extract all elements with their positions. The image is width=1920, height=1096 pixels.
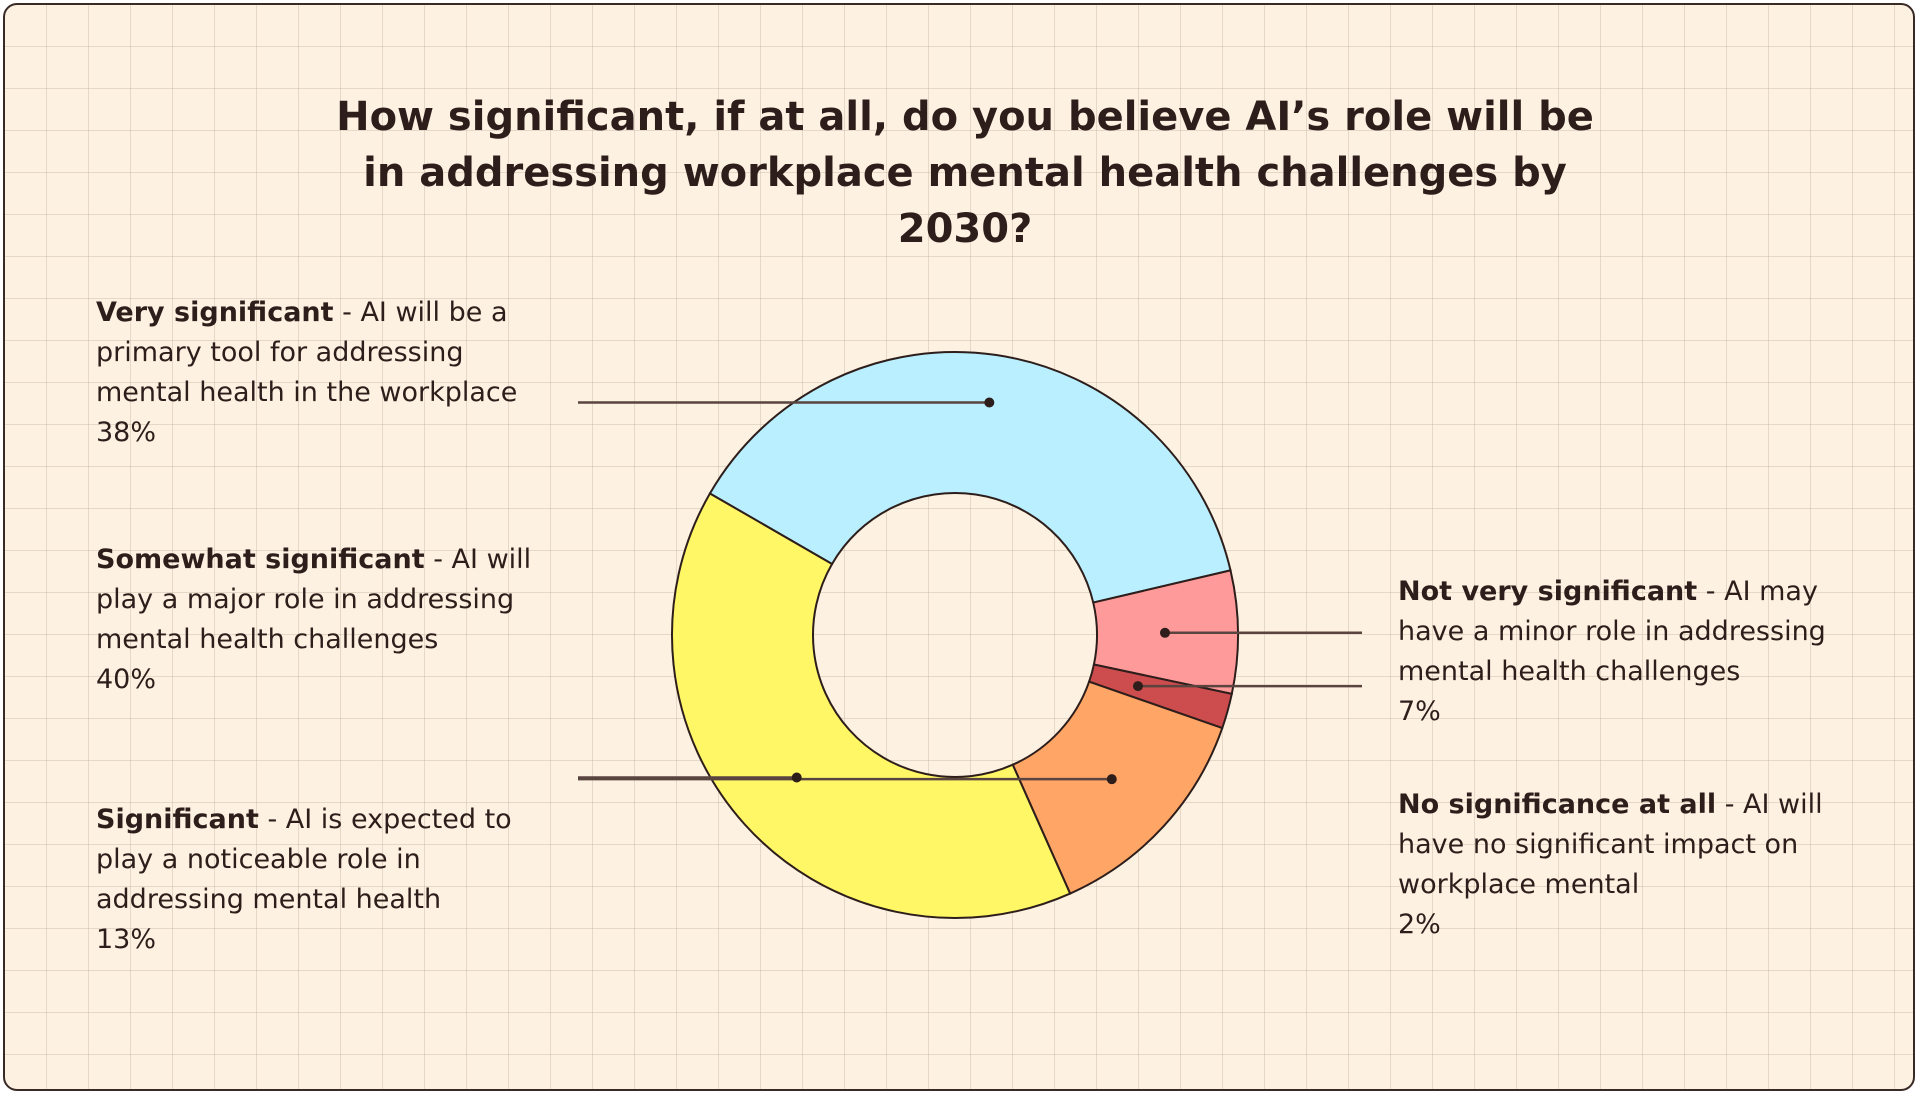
leader-dot [791, 772, 802, 783]
leader-dot [1133, 681, 1144, 692]
donut-chart [578, 351, 1362, 919]
label-somewhat-significant: Somewhat significant - AI will play a ma… [96, 540, 556, 700]
slice-very-significant [708, 351, 1232, 604]
percent-value: 13% [96, 924, 157, 955]
category-description: - AI is expected to play a noticeable ro… [96, 804, 512, 915]
leader-dot [1159, 627, 1170, 638]
label-no-significance: No significance at all - AI will have no… [1398, 785, 1868, 945]
category-name: Significant [96, 804, 259, 835]
percent-value: 7% [1398, 696, 1441, 727]
label-very-significant: Very significant - AI will be a primary … [96, 293, 556, 453]
chart-title: How significant, if at all, do you belie… [336, 94, 1594, 252]
leader-dot [1106, 774, 1117, 785]
slice-somewhat-significant [671, 492, 1072, 919]
category-name: Very significant [96, 297, 334, 328]
percent-value: 38% [96, 417, 157, 448]
slice-significant [1011, 680, 1224, 895]
category-description: - AI will play a major role in addressin… [96, 544, 532, 655]
leader-dot [984, 397, 995, 408]
percent-value: 2% [1398, 909, 1441, 940]
chart-card: How significant, if at all, do you belie… [3, 3, 1915, 1091]
category-name: Somewhat significant [96, 544, 425, 575]
percent-value: 40% [96, 664, 157, 695]
label-significant: Significant - AI is expected to play a n… [96, 800, 556, 960]
category-description: - AI may have a minor role in addressing… [1398, 576, 1826, 687]
category-name: No significance at all [1398, 789, 1717, 820]
category-description: - AI will be a primary tool for addressi… [96, 297, 518, 408]
label-not-very-significant: Not very significant - AI may have a min… [1398, 572, 1868, 732]
category-name: Not very significant [1398, 576, 1698, 607]
category-description: - AI will have no significant impact on … [1398, 789, 1823, 900]
